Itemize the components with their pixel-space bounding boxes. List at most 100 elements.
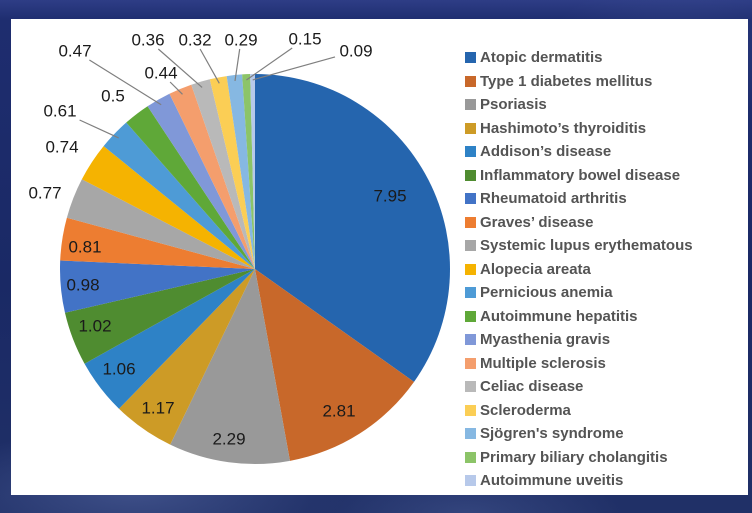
legend-item: Hashimoto’s thyroiditis	[465, 117, 745, 141]
leader-line	[234, 48, 241, 81]
data-label: 0.44	[144, 64, 177, 83]
legend-color-swatch-icon	[465, 428, 476, 440]
data-label: 1.06	[102, 360, 135, 379]
pie-slice	[255, 73, 451, 382]
legend-label: Psoriasis	[480, 96, 547, 114]
data-label: 0.29	[224, 31, 257, 50]
legend-label: Type 1 diabetes mellitus	[480, 72, 653, 90]
data-labels: 7.95 2.81 2.29 1.17 1.06 1.02 0.98 0.81 0.77 0.74…	[28, 30, 406, 449]
legend-color-swatch-icon	[465, 381, 476, 393]
legend-label: Celiac disease	[480, 378, 584, 396]
pie-slice	[103, 122, 255, 269]
legend-color-swatch-icon	[465, 404, 476, 416]
leader-line	[199, 48, 220, 84]
data-label: 1.17	[141, 399, 174, 418]
legend-label: Myasthenia gravis	[480, 331, 611, 349]
legend-color-swatch-icon	[465, 216, 476, 228]
legend-item: Inflammatory bowel disease	[465, 164, 745, 188]
pie-slice	[64, 269, 255, 364]
data-label: 0.77	[28, 184, 61, 203]
pie-slice	[147, 93, 255, 269]
legend-color-swatch-icon	[465, 334, 476, 346]
legend-item: Primary biliary cholangitis	[465, 446, 745, 470]
data-label: 0.98	[66, 276, 99, 295]
legend-item: Scleroderma	[465, 399, 745, 423]
data-label: 7.95	[373, 187, 406, 206]
legend-label: Graves’ disease	[480, 213, 594, 231]
data-label: 0.36	[131, 31, 164, 50]
legend-label: Systemic lupus erythematous	[480, 237, 693, 255]
pie-slice	[242, 74, 255, 269]
legend-label: Sjögren's syndrome	[480, 425, 624, 443]
legend-color-swatch-icon	[465, 75, 476, 87]
data-label: 0.15	[288, 30, 321, 49]
legend-color-swatch-icon	[465, 451, 476, 463]
data-label: 0.61	[43, 102, 76, 121]
pie-slices	[59, 73, 451, 464]
data-label: 0.47	[58, 42, 91, 61]
legend-item: Myasthenia gravis	[465, 328, 745, 352]
pie-slice	[250, 74, 255, 269]
pie-slice	[59, 260, 255, 313]
legend-label: Multiple sclerosis	[480, 354, 606, 372]
legend-color-swatch-icon	[465, 169, 476, 181]
legend-label: Atopic dermatitis	[480, 49, 603, 67]
legend: Atopic dermatitis Type 1 diabetes mellitu…	[465, 46, 745, 493]
pie-slice	[60, 217, 256, 269]
legend-color-swatch-icon	[465, 122, 476, 134]
data-label: 0.81	[68, 238, 101, 257]
legend-item: Autoimmune hepatitis	[465, 305, 745, 329]
data-label: 0.5	[101, 87, 125, 106]
data-label: 2.81	[322, 402, 355, 421]
legend-item: Type 1 diabetes mellitus	[465, 70, 745, 94]
legend-label: Primary biliary cholangitis	[480, 448, 668, 466]
legend-label: Autoimmune uveitis	[480, 472, 624, 490]
pie-slice	[255, 269, 415, 461]
legend-color-swatch-icon	[465, 146, 476, 158]
legend-color-swatch-icon	[465, 475, 476, 487]
leader-line	[246, 47, 293, 81]
pie-slice	[126, 106, 255, 269]
legend-label: Hashimoto’s thyroiditis	[480, 119, 647, 137]
legend-label: Scleroderma	[480, 401, 571, 419]
legend-color-swatch-icon	[465, 357, 476, 369]
data-label: 0.32	[178, 31, 211, 50]
legend-item: Atopic dermatitis	[465, 46, 745, 70]
legend-label: Pernicious anemia	[480, 284, 613, 302]
legend-item: Alopecia areata	[465, 258, 745, 282]
pie-slice	[209, 76, 255, 269]
legend-label: Addison’s disease	[480, 143, 612, 161]
leader-lines	[79, 47, 336, 139]
legend-color-swatch-icon	[465, 99, 476, 111]
legend-item: Systemic lupus erythematous	[465, 234, 745, 258]
pie-slice	[226, 74, 255, 270]
data-label: 1.02	[78, 317, 111, 336]
legend-label: Inflammatory bowel disease	[480, 166, 681, 184]
legend-item: Autoimmune uveitis	[465, 469, 745, 493]
pie-slice	[84, 269, 255, 409]
legend-label: Rheumatoid arthritis	[480, 190, 627, 208]
legend-color-swatch-icon	[465, 310, 476, 322]
leader-line	[252, 56, 336, 81]
pie-slice	[169, 84, 255, 270]
pie-slice	[81, 146, 256, 269]
legend-item: Celiac disease	[465, 375, 745, 399]
data-label: 2.29	[212, 430, 245, 449]
leader-line	[157, 48, 203, 88]
legend-color-swatch-icon	[465, 240, 476, 252]
legend-color-swatch-icon	[465, 263, 476, 275]
leader-line	[89, 59, 162, 106]
legend-item: Sjögren's syndrome	[465, 422, 745, 446]
legend-color-swatch-icon	[465, 52, 476, 64]
legend-item: Graves’ disease	[465, 211, 745, 235]
pie-slice	[191, 79, 255, 269]
data-label: 0.09	[339, 42, 372, 61]
leader-line	[79, 119, 119, 139]
legend-label: Autoimmune hepatitis	[480, 307, 638, 325]
legend-label: Alopecia areata	[480, 260, 591, 278]
pie-slice	[170, 269, 290, 464]
legend-item: Addison’s disease	[465, 140, 745, 164]
legend-item: Pernicious anemia	[465, 281, 745, 305]
